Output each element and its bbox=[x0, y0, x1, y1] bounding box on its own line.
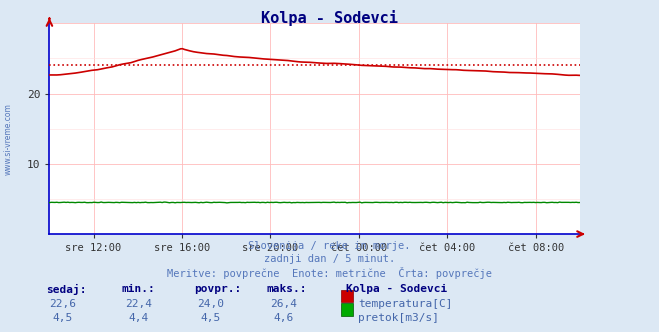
Text: www.si-vreme.com: www.si-vreme.com bbox=[3, 104, 13, 175]
Text: min.:: min.: bbox=[122, 284, 156, 294]
Text: 4,4: 4,4 bbox=[129, 313, 148, 323]
Text: sedaj:: sedaj: bbox=[46, 284, 86, 295]
Text: 4,5: 4,5 bbox=[201, 313, 221, 323]
Text: maks.:: maks.: bbox=[267, 284, 307, 294]
Text: povpr.:: povpr.: bbox=[194, 284, 242, 294]
Text: 24,0: 24,0 bbox=[198, 299, 224, 309]
Text: zadnji dan / 5 minut.: zadnji dan / 5 minut. bbox=[264, 254, 395, 264]
Text: 22,4: 22,4 bbox=[125, 299, 152, 309]
Text: 4,5: 4,5 bbox=[53, 313, 72, 323]
Text: Kolpa - Sodevci: Kolpa - Sodevci bbox=[346, 284, 447, 294]
Text: Kolpa - Sodevci: Kolpa - Sodevci bbox=[261, 10, 398, 26]
Text: temperatura[C]: temperatura[C] bbox=[358, 299, 452, 309]
Text: 26,4: 26,4 bbox=[270, 299, 297, 309]
Text: Slovenija / reke in morje.: Slovenija / reke in morje. bbox=[248, 241, 411, 251]
Text: pretok[m3/s]: pretok[m3/s] bbox=[358, 313, 439, 323]
Text: 4,6: 4,6 bbox=[273, 313, 293, 323]
Text: 22,6: 22,6 bbox=[49, 299, 76, 309]
Text: Meritve: povprečne  Enote: metrične  Črta: povprečje: Meritve: povprečne Enote: metrične Črta:… bbox=[167, 267, 492, 279]
